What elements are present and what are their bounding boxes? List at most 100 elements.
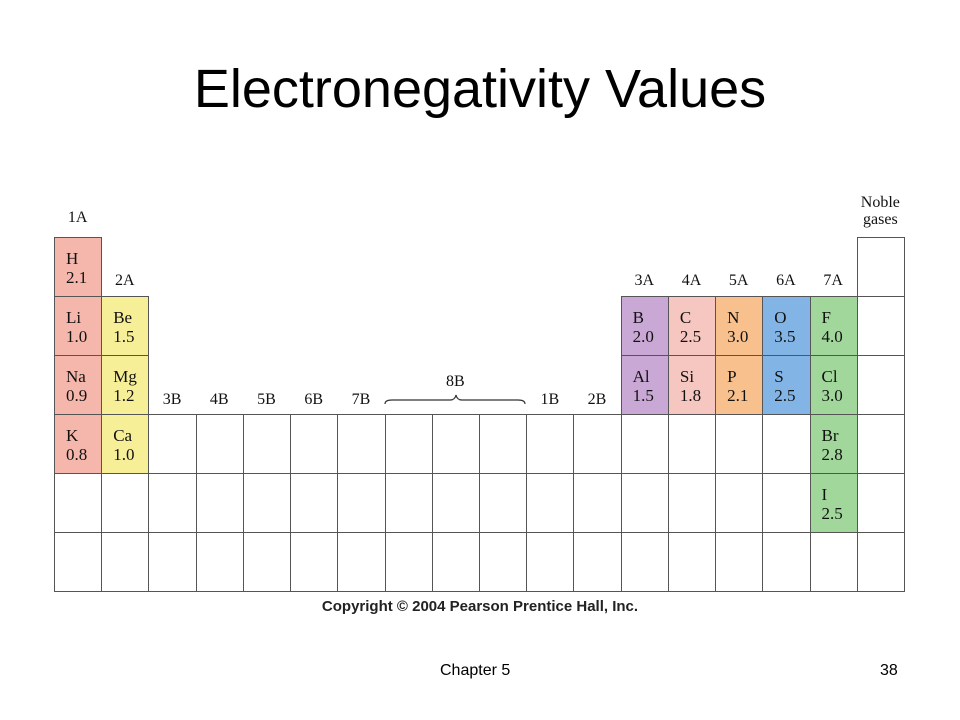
element-symbol: K <box>66 426 79 445</box>
element-value: 2.5 <box>821 504 843 523</box>
empty-cell <box>667 532 717 592</box>
empty-cell <box>856 473 905 533</box>
empty-cell <box>856 237 905 297</box>
element-symbol: I <box>821 485 828 504</box>
element-cell: N 3.0 <box>715 296 764 356</box>
element-symbol: P <box>727 367 737 386</box>
empty-cell <box>384 414 433 474</box>
element-value: 3.0 <box>727 327 749 346</box>
element-cell: Na 0.9 <box>54 355 103 415</box>
group-label: 4B <box>209 391 229 408</box>
group-label: 1A <box>67 209 88 226</box>
empty-cell <box>195 532 244 592</box>
title: Electronegativity Values <box>193 59 767 119</box>
element-symbol: Si <box>679 367 695 386</box>
group-label: 1B <box>540 391 560 408</box>
element-value: 4.0 <box>821 327 843 346</box>
element-cell: O 3.5 <box>762 296 811 356</box>
empty-cell <box>431 414 480 474</box>
empty-cell <box>715 414 764 474</box>
element-value: 2.1 <box>66 268 88 287</box>
element-value: 1.2 <box>113 386 135 405</box>
group-label: 5A <box>728 272 749 289</box>
group-label: 6B <box>304 391 324 408</box>
element-cell: Cl 3.0 <box>809 355 858 415</box>
element-value: 2.8 <box>821 445 843 464</box>
empty-cell <box>54 532 103 592</box>
empty-cell <box>478 532 528 592</box>
empty-cell <box>384 532 433 592</box>
element-symbol: Mg <box>113 367 137 386</box>
element-cell: Br 2.8 <box>809 414 858 474</box>
group-label: 4A <box>681 272 702 289</box>
empty-cell <box>620 414 669 474</box>
element-value: 0.9 <box>66 386 88 405</box>
group-label: 6A <box>776 272 796 289</box>
element-symbol: F <box>821 308 831 327</box>
element-value: 2.5 <box>774 386 796 405</box>
empty-cell <box>148 414 197 474</box>
empty-cell <box>478 414 528 474</box>
element-symbol: Cl <box>821 367 838 386</box>
element-value: 3.5 <box>774 327 796 346</box>
element-cell: F 4.0 <box>809 296 858 356</box>
empty-cell <box>809 532 858 592</box>
copyright: Copyright © 2004 Pearson Prentice Hall, … <box>321 598 639 615</box>
group-label: Noble gases <box>860 194 900 228</box>
empty-cell <box>620 532 669 592</box>
element-value: 1.5 <box>632 386 654 405</box>
empty-cell <box>384 473 433 533</box>
empty-cell <box>715 532 764 592</box>
group-label: 2A <box>115 272 135 289</box>
empty-cell <box>715 473 764 533</box>
element-cell: Ca 1.0 <box>101 414 150 474</box>
empty-cell <box>526 532 575 592</box>
empty-cell <box>54 473 103 533</box>
element-value: 2.1 <box>727 386 749 405</box>
element-value: 1.0 <box>113 445 135 464</box>
empty-cell <box>762 473 811 533</box>
empty-cell <box>242 414 292 474</box>
empty-cell <box>762 414 811 474</box>
empty-cell <box>148 473 197 533</box>
empty-cell <box>242 532 292 592</box>
element-cell: I 2.5 <box>809 473 858 533</box>
element-symbol: N <box>727 308 740 327</box>
element-symbol: B <box>632 308 644 327</box>
footer-page: 38 <box>880 662 898 679</box>
element-cell: Mg 1.2 <box>101 355 150 415</box>
group-label: 8B <box>446 373 465 390</box>
group-label: 7A <box>823 272 843 289</box>
element-cell: K 0.8 <box>54 414 103 474</box>
element-value: 3.0 <box>821 386 843 405</box>
empty-cell <box>290 414 339 474</box>
brace-path <box>384 394 526 405</box>
element-symbol: O <box>774 308 787 327</box>
element-cell: H 2.1 <box>54 237 103 297</box>
element-value: 2.5 <box>679 327 702 346</box>
empty-cell <box>101 532 150 592</box>
group-label: 7B <box>351 391 371 408</box>
empty-cell <box>856 532 905 592</box>
element-symbol: C <box>679 308 692 327</box>
element-symbol: H <box>66 249 79 268</box>
empty-cell <box>573 473 622 533</box>
element-cell: P 2.1 <box>715 355 764 415</box>
empty-cell <box>337 532 386 592</box>
element-symbol: S <box>774 367 784 386</box>
element-symbol: Na <box>66 367 86 386</box>
element-symbol: Al <box>632 367 650 386</box>
group-label: 3A <box>634 272 655 289</box>
element-cell: B 2.0 <box>620 296 669 356</box>
empty-cell <box>526 473 575 533</box>
element-value: 1.5 <box>113 327 135 346</box>
element-value: 1.0 <box>66 327 88 346</box>
empty-cell <box>856 355 905 415</box>
empty-cell <box>620 473 669 533</box>
empty-cell <box>101 473 150 533</box>
element-value: 1.8 <box>679 386 702 405</box>
group-label: 5B <box>257 391 276 408</box>
empty-cell <box>856 414 905 474</box>
empty-cell <box>667 414 717 474</box>
